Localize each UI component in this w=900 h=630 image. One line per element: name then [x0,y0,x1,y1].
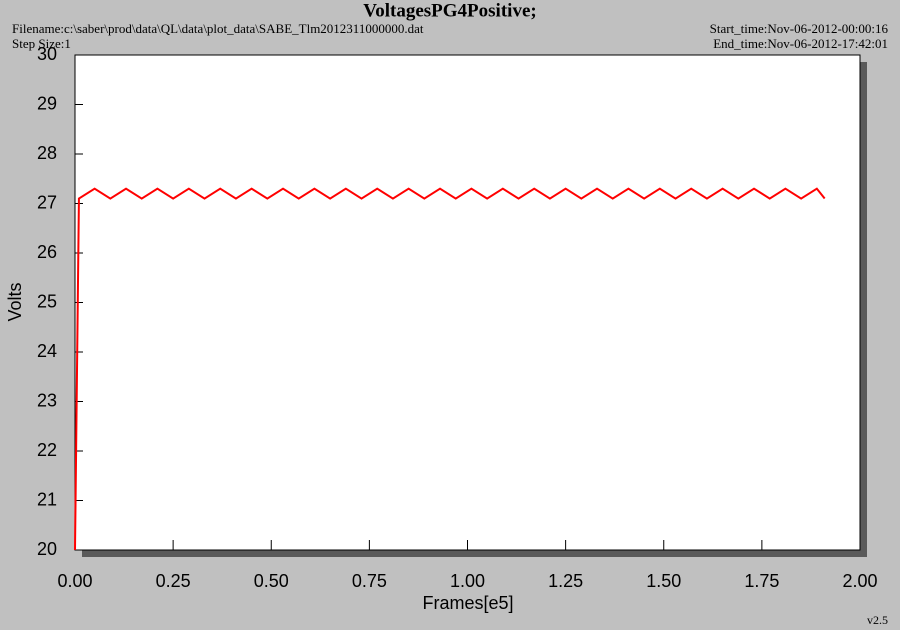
y-tick-label: 29 [37,93,57,113]
y-tick-label: 27 [37,192,57,212]
plot-area [74,54,861,551]
data-line [74,187,826,551]
filename: Filename:c:\saber\prod\data\QL\data\plot… [12,21,424,36]
x-tick-label: 0.25 [156,571,191,591]
x-tick-label: 0.75 [352,571,387,591]
x-tick-label: 1.25 [548,571,583,591]
step-size: Step Size:1 [12,36,71,51]
y-tick-label: 24 [37,341,57,361]
y-tick-label: 21 [37,489,57,509]
y-tick-label: 30 [37,44,57,64]
x-tick-label: 2.00 [842,571,877,591]
y-tick-label: 20 [37,539,57,559]
x-tick-label: 0.50 [254,571,289,591]
y-axis-label: Volts [5,282,25,321]
y-tick-label: 25 [37,291,57,311]
y-tick-label: 26 [37,242,57,262]
chart-title: VoltagesPG4Positive; [363,0,536,21]
y-tick-label: 23 [37,390,57,410]
x-tick-label: 1.75 [744,571,779,591]
y-tick-label: 28 [37,143,57,163]
version: v2.5 [867,613,888,627]
x-tick-label: 0.00 [57,571,92,591]
x-axis-label: Frames[e5] [422,593,513,613]
x-tick-label: 1.00 [450,571,485,591]
x-tick-label: 1.50 [646,571,681,591]
start-time: Start_time:Nov-06-2012-00:00:16 [710,21,889,36]
y-tick-label: 22 [37,440,57,460]
end-time: End_time:Nov-06-2012-17:42:01 [713,36,888,51]
